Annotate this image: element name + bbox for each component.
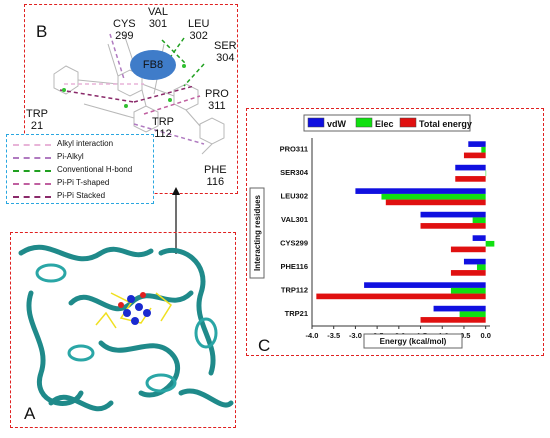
ring-centroid: [124, 104, 128, 108]
legend-label: vdW: [327, 119, 347, 129]
pi-t-line: [143, 95, 201, 115]
ligand-in-pocket: [118, 292, 151, 325]
tick-label-x: -3.0: [349, 331, 362, 340]
protein-structure: [18, 244, 234, 412]
bar: [476, 264, 486, 271]
residue-trp112: TRP 112: [152, 116, 174, 140]
bar: [420, 223, 486, 229]
hbond-line-3: [183, 63, 205, 87]
bar: [450, 270, 486, 276]
legend-line-pi-stacked: [13, 196, 51, 198]
legend-line-pi-t: [13, 183, 51, 185]
bar: [355, 188, 486, 194]
bar: [463, 258, 486, 265]
x-axis-label: Energy (kcal/mol): [380, 337, 447, 346]
bar: [463, 152, 486, 159]
bar: [485, 170, 487, 177]
panel-c-box: [246, 108, 544, 356]
pi-alkyl-line: [109, 33, 125, 80]
tick-label-x: -0.5: [457, 331, 470, 340]
energy-chart: vdW Elec Total energy PRO311 SER304 LEU302 VA…: [249, 114, 495, 349]
bar: [472, 217, 486, 224]
y-label-frame: [249, 187, 265, 279]
legend-swatch: [307, 117, 325, 128]
ring-centroid: [168, 98, 172, 102]
axes: PRO311 SER304 LEU302 VAL301 CYS299 PHE116 TRP1…: [249, 138, 491, 349]
pi-stacked-line: [59, 89, 135, 103]
bar: [485, 240, 495, 247]
residue-leu302: LEU 302: [188, 18, 210, 42]
tick-label-category: VAL301: [281, 215, 308, 224]
bar: [459, 311, 486, 318]
tick-label-category: CYS299: [280, 238, 308, 247]
bar: [450, 246, 486, 253]
bar: [381, 193, 486, 200]
ring-centroid: [182, 64, 186, 68]
connector-arrow: [172, 187, 180, 254]
legend-label: Alkyl interaction: [57, 139, 114, 148]
tick-label-x: -4.0: [306, 331, 319, 340]
tick-label-category: TRP21: [285, 309, 308, 318]
bar: [455, 176, 486, 182]
residue-trp21: TRP 21: [26, 108, 48, 132]
legend-line-pi-alkyl: [13, 157, 51, 159]
legend-label: Elec: [375, 119, 394, 129]
bar: [364, 282, 486, 288]
panel-a-letter: A: [24, 404, 36, 423]
bar: [316, 293, 486, 300]
tick-label-category: SER304: [280, 168, 309, 177]
legend-line-alkyl: [13, 144, 51, 146]
tick-label-x: 0.0: [480, 331, 490, 340]
ligand-label: FB8: [130, 50, 176, 80]
legend-swatch: [399, 117, 417, 128]
legend-label: Conventional H-bond: [57, 165, 133, 174]
panel-b-letter: B: [36, 22, 48, 41]
legend-swatch: [355, 117, 373, 128]
bar: [420, 317, 486, 323]
bar: [433, 305, 486, 312]
ring-centroid: [62, 88, 66, 92]
chart-legend-frame: [303, 114, 471, 132]
residue-pro311: PRO 311: [205, 88, 229, 112]
panel-a-box: [10, 232, 236, 428]
bar: [385, 199, 486, 206]
pi-alkyl-line-2: [133, 123, 205, 145]
bar: [481, 146, 486, 153]
pi-stacked-line-2: [133, 85, 195, 103]
bars: [316, 141, 495, 323]
bar: [455, 164, 486, 171]
legend-label: Total energy: [419, 119, 472, 129]
x-label-frame: [363, 333, 463, 349]
residue-cys299: CYS 299: [113, 18, 136, 42]
tick-label-category: PHE116: [280, 262, 308, 271]
chart-legend: vdW Elec Total energy: [303, 114, 472, 132]
bar: [468, 141, 486, 147]
tick-label-category: TRP112: [281, 285, 308, 294]
residue-val301: VAL 301: [148, 6, 168, 30]
legend-label: Pi-Pi T-shaped: [57, 178, 110, 187]
legend-label: Pi-Pi Stacked: [57, 191, 106, 200]
tick-label-x: -3.5: [327, 331, 340, 340]
panel-c-letter: C: [258, 336, 271, 355]
interaction-legend: Alkyl interaction Pi-Alkyl Conventional …: [6, 134, 154, 204]
bar: [472, 235, 486, 241]
y-axis-label: Interacting residues: [253, 194, 262, 271]
bar: [450, 287, 486, 294]
legend-line-hbond: [13, 170, 51, 172]
bar: [420, 211, 486, 218]
residue-ser304: SER 304: [214, 40, 237, 64]
tick-label-category: PRO311: [280, 144, 308, 153]
legend-label: Pi-Alkyl: [57, 152, 84, 161]
tick-label-category: LEU302: [280, 191, 308, 200]
residue-phe116: PHE 116: [204, 164, 227, 188]
